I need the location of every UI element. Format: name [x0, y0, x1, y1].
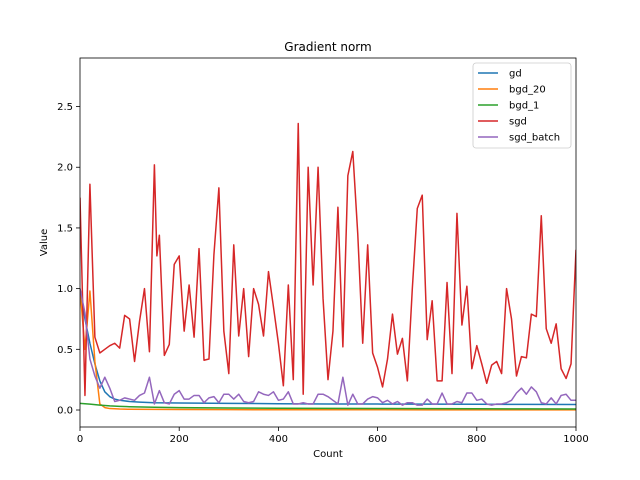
x-axis-label: Count — [313, 449, 343, 460]
series-line-bgd-20 — [80, 288, 576, 411]
x-axis: 0 200 400 600 800 1000 — [77, 427, 589, 445]
series-line-bgd-1 — [80, 402, 576, 410]
y-tick-label: 2.0 — [57, 163, 73, 174]
y-axis-label: Value — [39, 229, 50, 256]
x-tick-label: 1000 — [563, 434, 588, 445]
legend-label-gd: gd — [509, 69, 522, 80]
y-tick-label: 0.5 — [57, 345, 73, 356]
x-tick-label: 600 — [368, 434, 387, 445]
chart-title: Gradient norm — [284, 40, 371, 54]
y-axis: 0.0 0.5 1.0 1.5 2.0 2.5 — [57, 102, 80, 417]
y-tick-label: 2.5 — [57, 102, 73, 113]
plot-area — [80, 122, 576, 411]
x-tick-label: 800 — [467, 434, 486, 445]
legend-label-sgd: sgd — [509, 117, 527, 128]
y-tick-label: 0.0 — [57, 406, 73, 417]
x-tick-label: 0 — [77, 434, 83, 445]
axes-frame — [79, 57, 577, 428]
x-tick-label: 400 — [269, 434, 288, 445]
series-line-sgd-batch — [80, 288, 576, 406]
y-tick-label: 1.5 — [57, 223, 73, 234]
legend-label-bgd-1: bgd_1 — [509, 101, 539, 112]
legend-box — [472, 62, 572, 149]
legend-label-sgd-batch: sgd_batch — [509, 133, 560, 144]
series-line-sgd — [80, 122, 576, 397]
x-tick-label: 200 — [170, 434, 189, 445]
legend-label-bgd-20: bgd_20 — [509, 85, 546, 96]
y-tick-label: 1.0 — [57, 284, 73, 295]
